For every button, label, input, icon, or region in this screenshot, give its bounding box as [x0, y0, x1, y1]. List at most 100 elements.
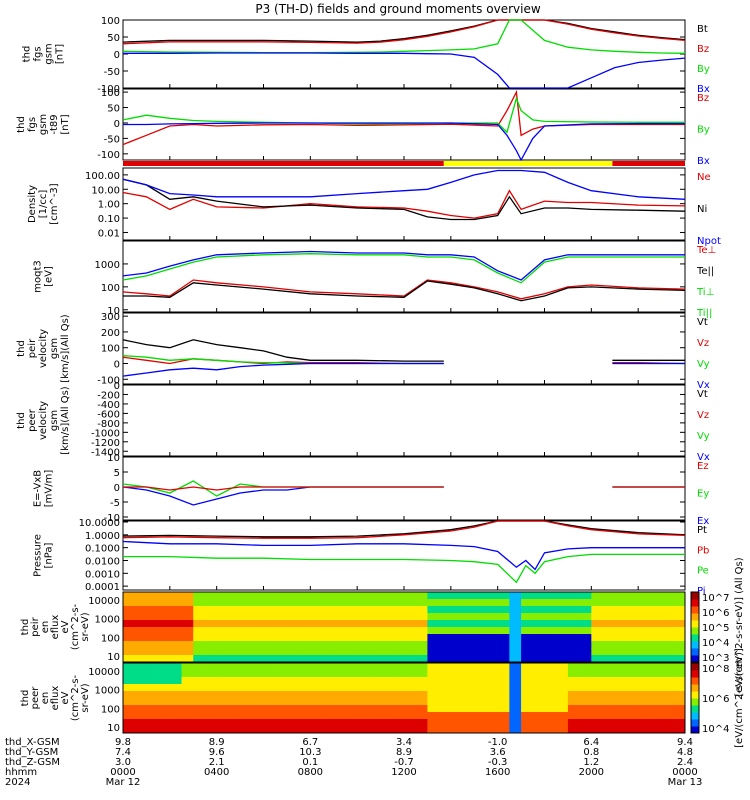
x-axis-value: 0800	[298, 767, 323, 778]
spectrogram-cell	[298, 648, 311, 656]
spectrogram-cell	[204, 677, 218, 685]
spectrogram-cell	[263, 670, 276, 678]
spectrogram-cell	[462, 648, 475, 656]
spectrogram-cell	[415, 641, 428, 649]
spectrogram-cell	[485, 627, 499, 635]
spectrogram-cell	[169, 726, 183, 734]
spectrogram-cell	[333, 670, 346, 678]
spectrogram-cell	[544, 705, 557, 713]
spectrogram-cell	[626, 719, 639, 727]
spectrogram-cell	[322, 655, 335, 663]
spectrogram-cell	[240, 684, 253, 692]
spectrogram-cell	[181, 613, 194, 621]
y-axis-label: thd	[20, 690, 31, 707]
spectrogram-cell	[263, 691, 276, 699]
spectrogram-cell	[509, 663, 522, 671]
spectrogram-cell	[579, 641, 592, 649]
spectrogram-cell	[439, 592, 452, 600]
spectrogram-cell	[216, 620, 229, 628]
spectrogram-cell	[404, 684, 417, 692]
spectrogram-cell	[556, 613, 569, 621]
spectrogram-cell	[333, 691, 346, 699]
spectrogram-cell	[380, 670, 393, 678]
spectrogram-cell	[579, 592, 592, 600]
spectrogram-cell	[368, 705, 382, 713]
y-tick-label: 50	[107, 104, 120, 115]
spectrogram-cell	[169, 698, 183, 706]
spectrogram-cell	[427, 627, 440, 635]
y-axis-label: [km/s](All Qs)	[60, 386, 71, 454]
spectrogram-cell	[673, 599, 686, 607]
spectrogram-cell	[544, 606, 557, 614]
spectrogram-cell	[544, 698, 557, 706]
spectrogram-cell	[439, 677, 452, 685]
spectrogram-cell	[204, 599, 218, 607]
spectrogram-cell	[357, 726, 370, 734]
spectrogram-cell	[181, 648, 194, 656]
spectrogram-cell	[614, 606, 627, 614]
spectrogram-cell	[368, 719, 382, 727]
spectrogram-cell	[439, 613, 452, 621]
spectrogram-cell	[474, 613, 487, 621]
spectrogram-cell	[579, 599, 592, 607]
spectrogram-cell	[579, 634, 592, 642]
spectrogram-cell	[380, 655, 393, 663]
spectrogram-cell	[193, 670, 206, 678]
spectrogram-cell	[509, 641, 522, 649]
spectrogram-cell	[649, 705, 663, 713]
y-axis-label: Pressure	[33, 534, 44, 577]
spectrogram-cell	[544, 726, 557, 734]
spectrogram-cell	[497, 627, 510, 635]
spectrogram-cell	[204, 641, 218, 649]
spectrogram-cell	[275, 691, 288, 699]
series-line-Pe	[123, 553, 685, 584]
spectrogram-cell	[439, 691, 452, 699]
spectrogram-cell	[333, 719, 346, 727]
spectrogram-cell	[497, 705, 510, 713]
spectrogram-cell	[368, 641, 382, 649]
spectrogram-cell	[626, 641, 639, 649]
spectrogram-cell	[275, 606, 288, 614]
spectrogram-cell	[263, 719, 276, 727]
spectrogram-cell	[345, 627, 358, 635]
spectrogram-cell	[251, 663, 264, 671]
spectrogram-cell	[146, 620, 159, 628]
spectrogram-cell	[240, 691, 253, 699]
spectrogram-cell	[158, 599, 171, 607]
spectrogram-cell	[216, 712, 229, 720]
spectrogram-cell	[544, 627, 557, 635]
spectrogram-cell	[404, 620, 417, 628]
spectrogram-cell	[579, 698, 592, 706]
chart-title: P3 (TH-D) fields and ground moments over…	[255, 2, 540, 16]
spectrogram-cell	[474, 726, 487, 734]
spectrogram-cell	[462, 620, 475, 628]
spectrogram-cell	[638, 705, 651, 713]
spectrogram-cell	[345, 698, 358, 706]
colorbar-label: [eV/(cm^2-s-sr-eV)] (All Qs)	[734, 557, 745, 696]
spectrogram-cell	[193, 627, 206, 635]
spectrogram-cell	[275, 634, 288, 642]
y-tick-label: 0	[114, 381, 120, 392]
spectrogram-cell	[450, 712, 464, 720]
spectrogram-cell	[204, 592, 218, 600]
legend-label: Bz	[697, 44, 709, 55]
spectrogram-cell	[404, 613, 417, 621]
spectrogram-cell	[649, 719, 663, 727]
spectrogram-cell	[134, 592, 147, 600]
y-axis-label: -t89	[49, 114, 60, 134]
spectrogram-cell	[345, 634, 358, 642]
spectrogram-cell	[251, 641, 264, 649]
spectrogram-cell	[591, 655, 604, 663]
spectrogram-cell	[591, 712, 604, 720]
spectrogram-cell	[474, 592, 487, 600]
spectrogram-cell	[228, 641, 241, 649]
spectrogram-cell	[392, 719, 405, 727]
spectrogram-cell	[439, 726, 452, 734]
spectrogram-cell	[485, 599, 499, 607]
colorbar-swatch	[691, 627, 699, 635]
spectrogram-cell	[521, 726, 534, 734]
legend-label: Bz	[697, 93, 709, 104]
y-axis-label: Density	[27, 185, 38, 223]
spectrogram-cell	[345, 599, 358, 607]
spectrogram-cell	[392, 670, 405, 678]
